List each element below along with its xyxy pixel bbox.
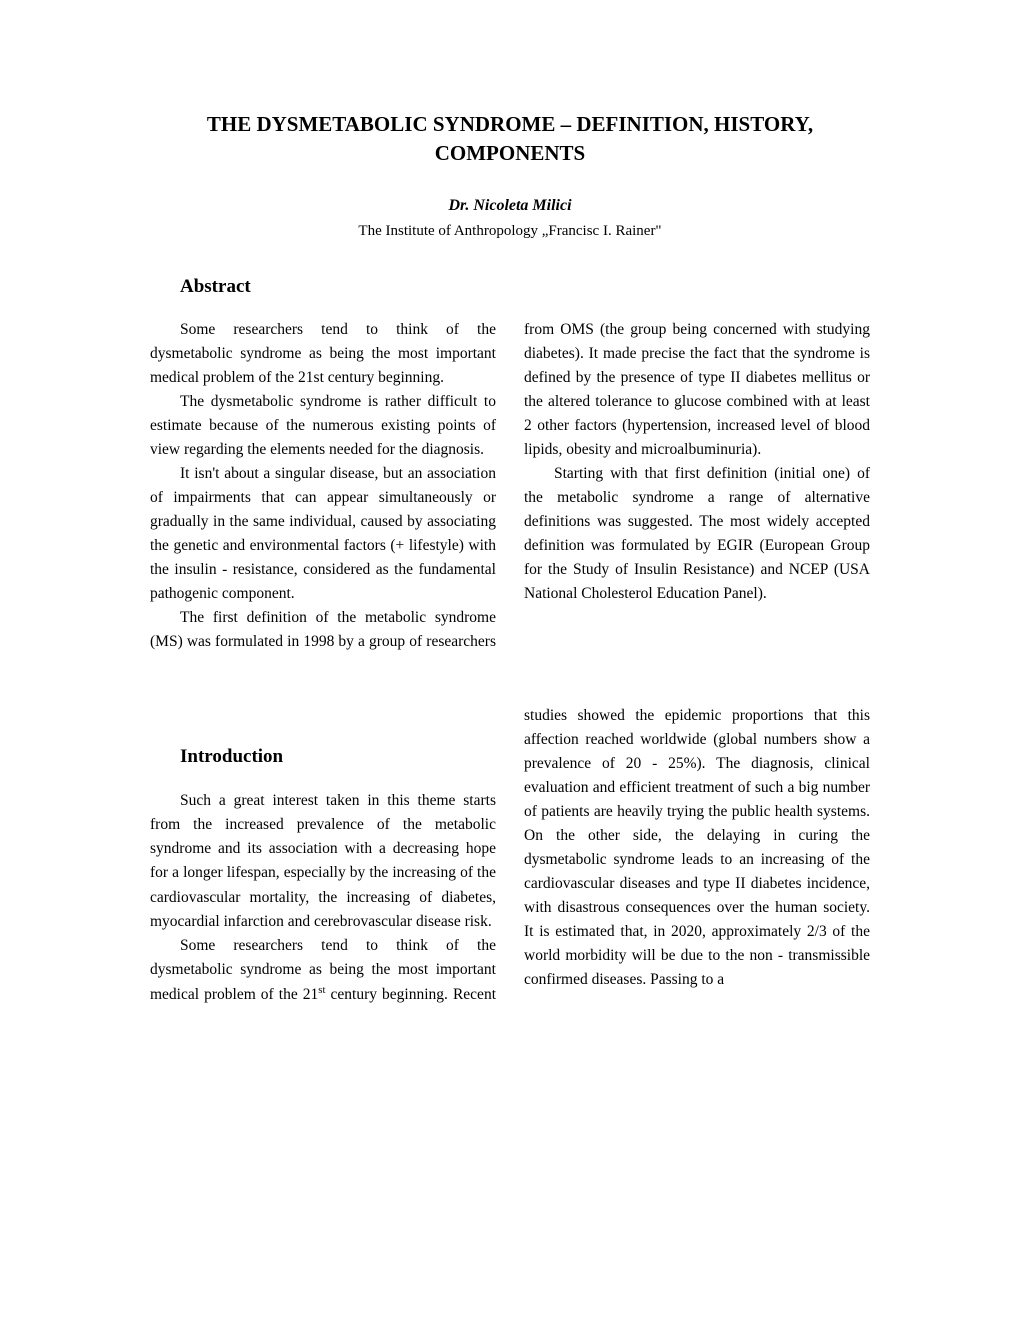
introduction-heading: Introduction (180, 742, 496, 771)
abstract-heading: Abstract (180, 276, 870, 298)
introduction-paragraph: Such a great interest taken in this them… (150, 789, 496, 933)
abstract-body: Some researchers tend to think of the dy… (150, 318, 870, 654)
abstract-paragraph: It isn't about a singular disease, but a… (150, 462, 496, 606)
introduction-heading-wrap: Introduction (150, 742, 496, 771)
abstract-paragraph: Starting with that first definition (ini… (524, 462, 870, 606)
abstract-paragraph: The dysmetabolic syndrome is rather diff… (150, 390, 496, 462)
author-name: Dr. Nicoleta Milici (150, 197, 870, 215)
author-affiliation: The Institute of Anthropology „Francisc … (150, 223, 870, 240)
introduction-body: Introduction Such a great interest taken… (150, 704, 870, 1007)
paper-title: THE DYSMETABOLIC SYNDROME – DEFINITION, … (150, 110, 870, 169)
abstract-paragraph: Some researchers tend to think of the dy… (150, 318, 496, 390)
